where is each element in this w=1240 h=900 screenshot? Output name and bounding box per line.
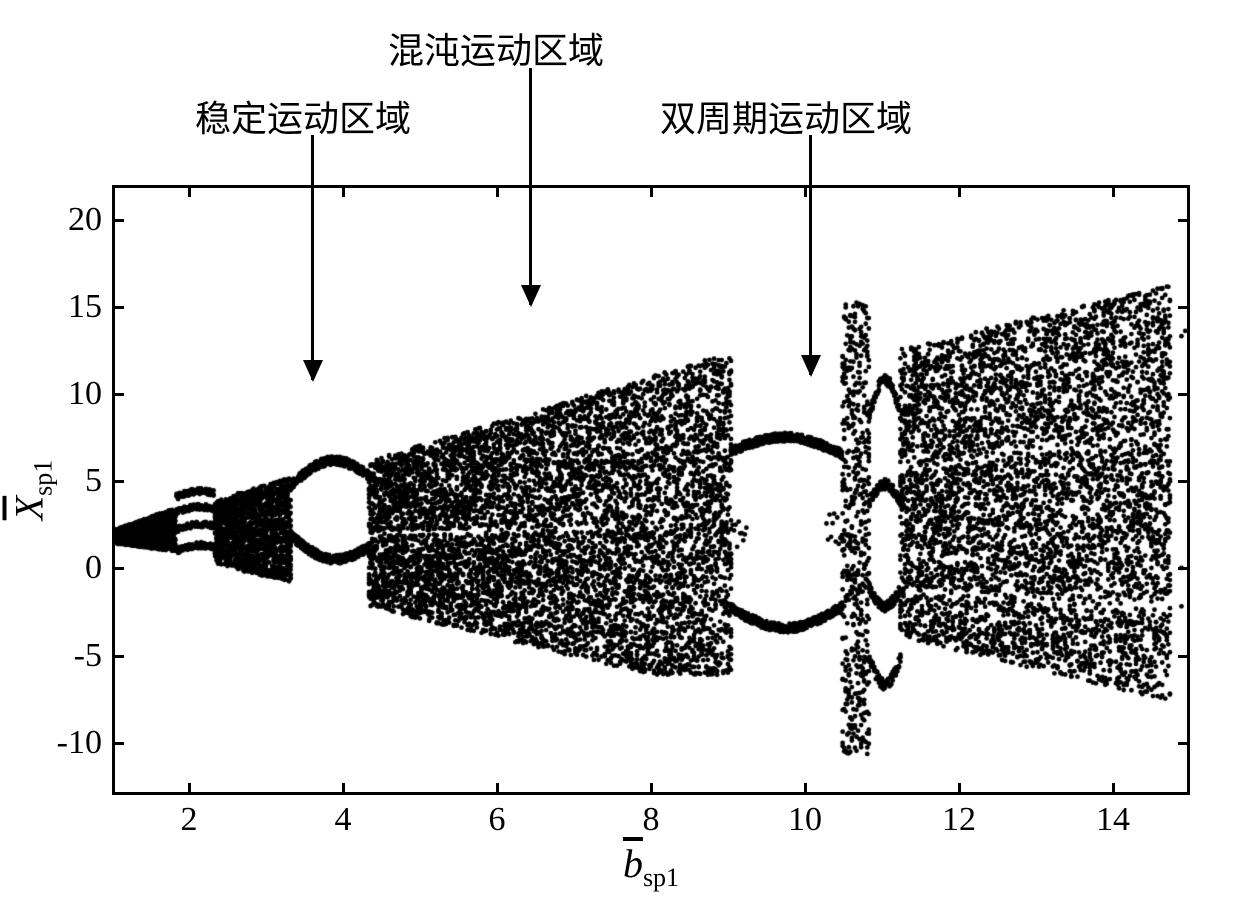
x-tick-label: 12: [942, 801, 976, 839]
x-axis-label: bsp1: [623, 840, 679, 893]
x-tick-label: 14: [1096, 801, 1130, 839]
x-tick-label: 8: [643, 801, 660, 839]
y-axis-label: Xsp1: [6, 460, 59, 521]
y-tick-label: 20: [42, 201, 102, 239]
plot-frame: [112, 185, 1190, 795]
annotation-period2-label: 双周期运动区域: [660, 90, 912, 142]
x-tick-label: 6: [489, 801, 506, 839]
figure-root: 稳定运动区域 混沌运动区域 双周期运动区域 -10-505101520 2468…: [0, 0, 1240, 900]
x-tick-label: 2: [181, 801, 198, 839]
y-tick-label: 0: [42, 549, 102, 587]
y-tick-label: -10: [42, 724, 102, 762]
y-tick-label: -5: [42, 637, 102, 675]
annotation-stable-label: 稳定运动区域: [195, 90, 411, 142]
x-tick-label: 4: [335, 801, 352, 839]
y-tick-label: 10: [42, 375, 102, 413]
y-tick-label: 15: [42, 288, 102, 326]
annotation-chaos-label: 混沌运动区域: [388, 22, 604, 74]
x-tick-label: 10: [788, 801, 822, 839]
bifurcation-canvas: [115, 188, 1193, 798]
